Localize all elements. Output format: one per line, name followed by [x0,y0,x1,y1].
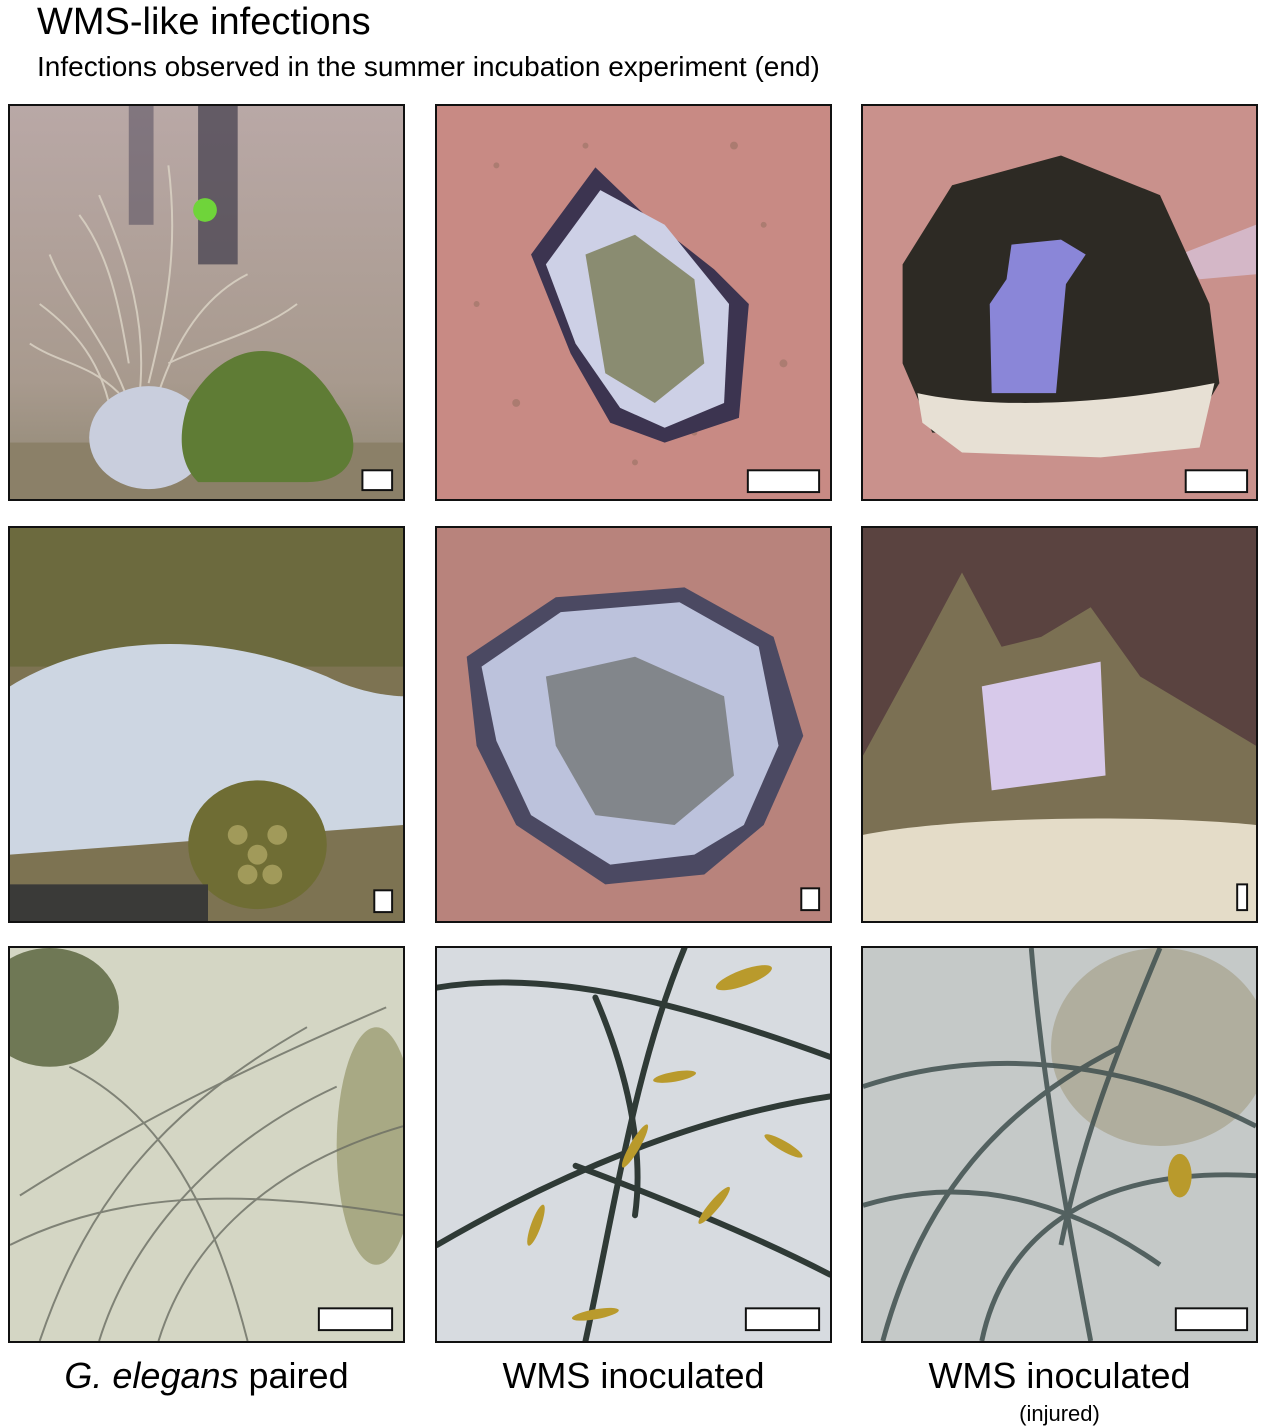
photo-panel-r1c3 [861,104,1258,501]
microscopy-panel-r3c3 [861,946,1258,1343]
caption-text: WMS inoculated [928,1355,1191,1396]
photo-panel-r1c2 [435,104,832,501]
caption-text: WMS inoculated [502,1355,765,1396]
column-caption-3: WMS inoculated [861,1356,1258,1396]
photo-panel-r2c2 [435,526,832,923]
photo-panel-r2c3 [861,526,1258,923]
microscopy-panel-r3c2 [435,946,832,1343]
caption-rest: paired [238,1355,349,1396]
figure-subtitle: Infections observed in the summer incuba… [37,51,820,82]
photo-panel-r2c1 [8,526,405,923]
figure-title: WMS-like infections [37,1,371,43]
column-caption-2: WMS inoculated [435,1356,832,1396]
species-name: G. elegans [64,1355,239,1396]
photo-panel-r1c1 [8,104,405,501]
column-caption-1: G. elegans paired [8,1356,405,1396]
microscopy-panel-r3c1 [8,946,405,1343]
column-subcaption-3: (injured) [1019,1401,1100,1426]
